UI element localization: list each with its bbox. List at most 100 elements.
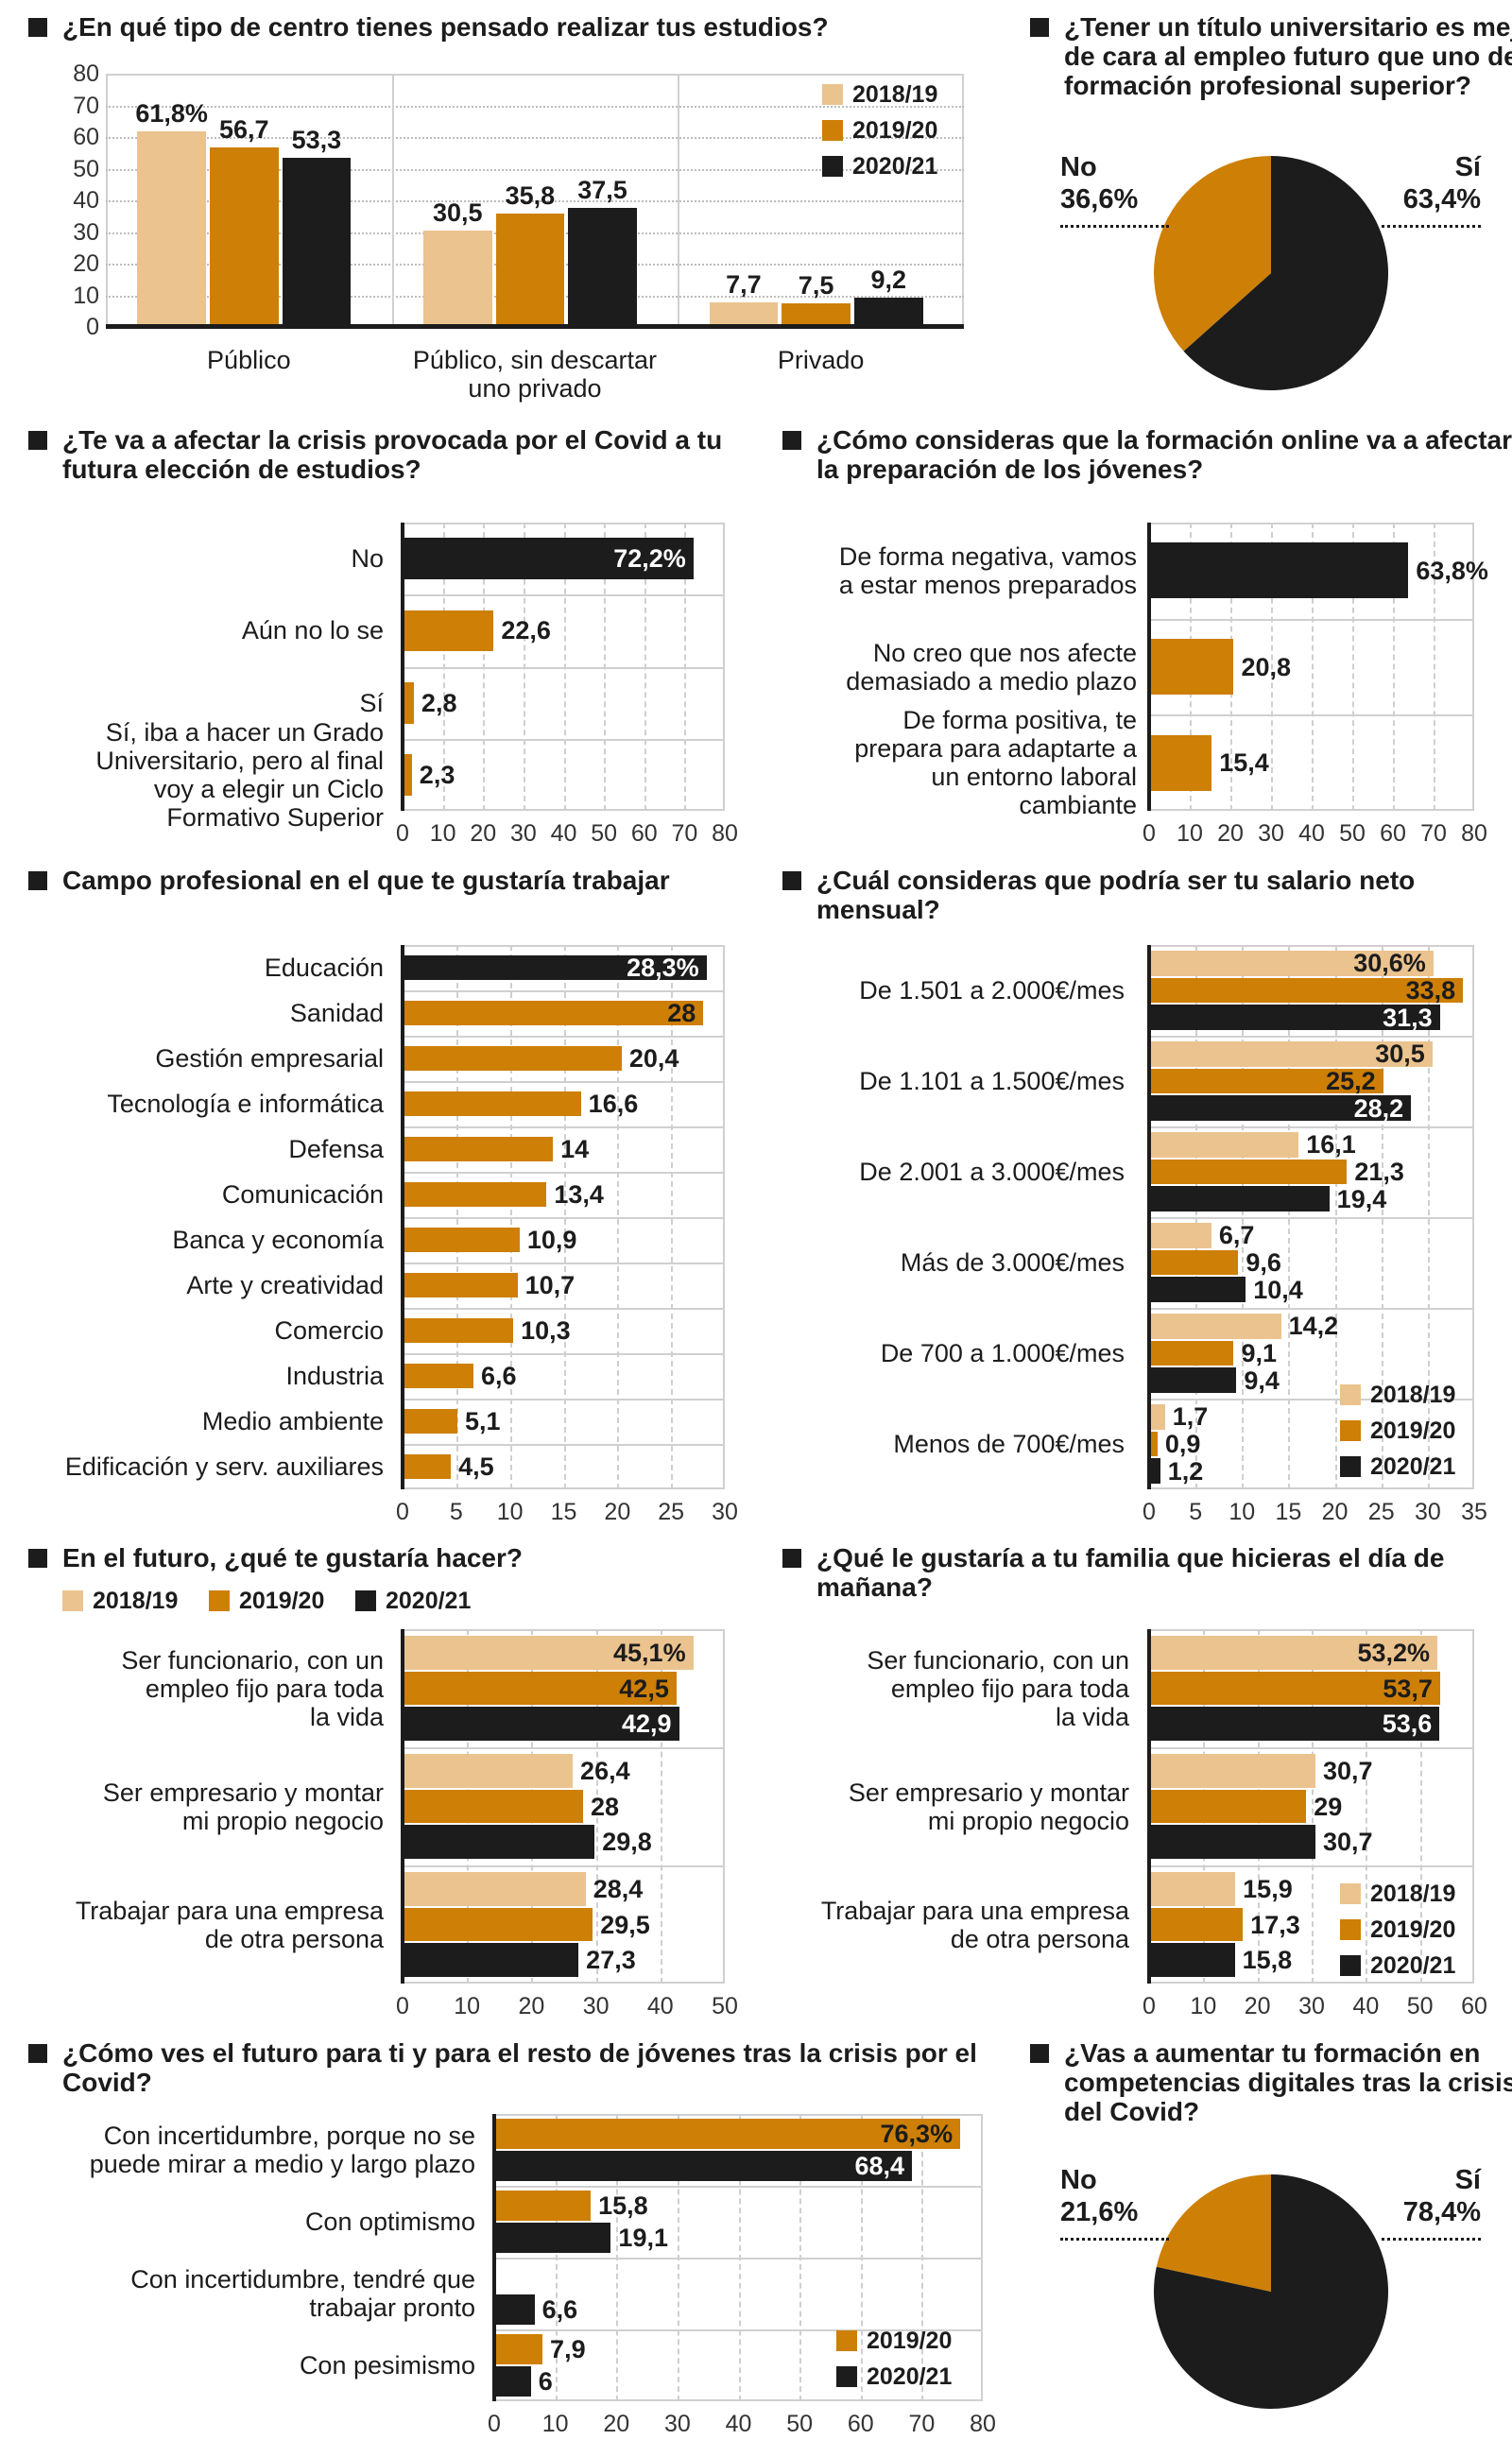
bar xyxy=(403,1707,679,1741)
bar xyxy=(1149,1872,1236,1906)
x-tick-label: 10 xyxy=(1190,1993,1217,2019)
y-category-label: Ser funcionario, con un empleo fijo para… xyxy=(121,1645,384,1731)
bar xyxy=(1149,1825,1315,1859)
bar xyxy=(1149,1095,1412,1122)
gridline xyxy=(106,168,964,171)
bar-value-label: 28,3% xyxy=(627,954,699,982)
y-category-label: Más de 3.000€/mes xyxy=(900,1248,1125,1277)
bar-value-label: 26,4 xyxy=(580,1757,630,1785)
x-tick-label: 35 xyxy=(1461,1499,1487,1525)
legend-swatch xyxy=(822,120,843,141)
x-tick-label: 0 xyxy=(396,820,409,847)
x-tick-label: 10 xyxy=(541,2411,569,2437)
y-tick-label: 50 xyxy=(73,155,99,182)
title-marker xyxy=(28,1549,47,1568)
y-tick-label: 40 xyxy=(73,187,99,214)
legend-label: 2018/19 xyxy=(852,81,938,108)
group-separator xyxy=(403,1747,725,1749)
pie-slice-no xyxy=(1153,156,1271,352)
bar-value-label: 53,2% xyxy=(1357,1639,1430,1667)
y-category-label: Comercio xyxy=(274,1316,384,1345)
bar xyxy=(1149,1707,1440,1741)
bar-value-label: 30,7 xyxy=(1323,1828,1373,1856)
bar-value-label: 15,4 xyxy=(1219,748,1269,778)
bar xyxy=(1149,1789,1307,1824)
bar xyxy=(1149,1367,1237,1394)
x-tick-label: 50 xyxy=(1339,820,1366,847)
bar-2020/21 xyxy=(568,208,637,327)
x-category-label: Público, sin descartar uno privado xyxy=(412,346,658,403)
legend-item: 2020/21 xyxy=(1340,1952,1455,1980)
group-separator xyxy=(494,2258,983,2259)
bar-value-label: 45,1% xyxy=(613,1639,686,1667)
pie-leader-line xyxy=(1060,225,1169,228)
bar-value-label: 30,7 xyxy=(1323,1757,1373,1785)
legend-item: 2018/19 xyxy=(1340,1382,1455,1409)
gridline xyxy=(1434,523,1435,811)
bar-value-label: 20,8 xyxy=(1241,652,1291,681)
legend-label: 2019/20 xyxy=(1370,1916,1456,1943)
y-category-label: De forma negativa, vamos a estar menos p… xyxy=(838,541,1137,599)
chart-title: ¿Qué le gustaría a tu familia que hicier… xyxy=(782,1543,1512,1602)
group-separator xyxy=(403,1308,725,1310)
y-category-label: Ser empresario y montar mi propio negoci… xyxy=(102,1778,384,1835)
bar-2018/19 xyxy=(137,130,206,327)
x-tick-label: 20 xyxy=(470,820,497,847)
x-tick-label: 10 xyxy=(1177,820,1203,847)
gridline xyxy=(595,1629,598,1984)
bar-value-label: 13,4 xyxy=(554,1180,604,1209)
bar xyxy=(1149,1249,1239,1276)
bar xyxy=(494,2294,535,2326)
bar xyxy=(403,1825,595,1859)
y-category-label: De 1.101 a 1.500€/mes xyxy=(859,1067,1125,1095)
x-tick-label: 50 xyxy=(786,2411,814,2437)
bar xyxy=(1149,1943,1235,1977)
bar-value-label: 6,6 xyxy=(481,1362,517,1390)
bar-value-label: 63,8% xyxy=(1416,556,1488,585)
group-separator xyxy=(678,74,680,327)
title-text: ¿En qué tipo de centro tienes pensado re… xyxy=(62,12,829,42)
bar xyxy=(403,954,707,981)
group-separator xyxy=(1149,1126,1474,1128)
group-separator xyxy=(1149,1399,1474,1400)
bar xyxy=(1149,1754,1315,1788)
x-tick-label: 80 xyxy=(1461,820,1487,847)
x-tick-label: 30 xyxy=(509,820,537,847)
gridline xyxy=(1352,523,1354,811)
bar-value-label: 17,3 xyxy=(1250,1910,1300,1939)
bar-2020/21 xyxy=(853,298,923,327)
bar-value-label: 2,8 xyxy=(421,688,457,717)
bar-value-label: 20,4 xyxy=(628,1044,679,1073)
bar-2018/19 xyxy=(422,230,492,327)
bar xyxy=(1149,1458,1160,1485)
x-tick-label: 50 xyxy=(591,820,618,847)
bar-value-label: 19,4 xyxy=(1336,1184,1387,1213)
bar xyxy=(403,754,412,796)
gridline xyxy=(106,137,964,139)
bar-value-label: 6,6 xyxy=(541,2295,578,2325)
pie-label-value: 78,4% xyxy=(1402,2197,1481,2227)
bar-value-label: 10,3 xyxy=(521,1316,571,1345)
pie-label-name: Sí xyxy=(1454,2165,1481,2195)
bar-value-label: 15,8 xyxy=(1242,1946,1293,1974)
group-separator xyxy=(403,990,725,992)
bar xyxy=(403,1671,677,1706)
bar xyxy=(494,2190,592,2221)
x-tick-label: 20 xyxy=(518,1993,545,2019)
title-text: ¿Tener un título universitario es mejor … xyxy=(1064,12,1512,100)
bar xyxy=(403,1943,579,1977)
title-marker xyxy=(782,1549,801,1568)
y-axis xyxy=(1147,523,1151,811)
y-category-label: Medio ambiente xyxy=(201,1407,384,1435)
x-axis xyxy=(106,324,964,329)
y-category-label: Con incertidumbre, tendré que trabajar p… xyxy=(130,2265,475,2322)
bar-value-label: 53,6 xyxy=(1382,1710,1433,1738)
x-tick-label: 30 xyxy=(582,1993,610,2019)
bar-value-label: 29 xyxy=(1314,1792,1343,1821)
title-text: ¿Cómo consideras que la formación online… xyxy=(816,425,1512,484)
bar xyxy=(1149,1040,1433,1067)
bar-value-label: 56,7 xyxy=(218,115,269,145)
x-tick-label: 40 xyxy=(725,2411,752,2437)
pie-label-name: Sí xyxy=(1454,152,1481,182)
